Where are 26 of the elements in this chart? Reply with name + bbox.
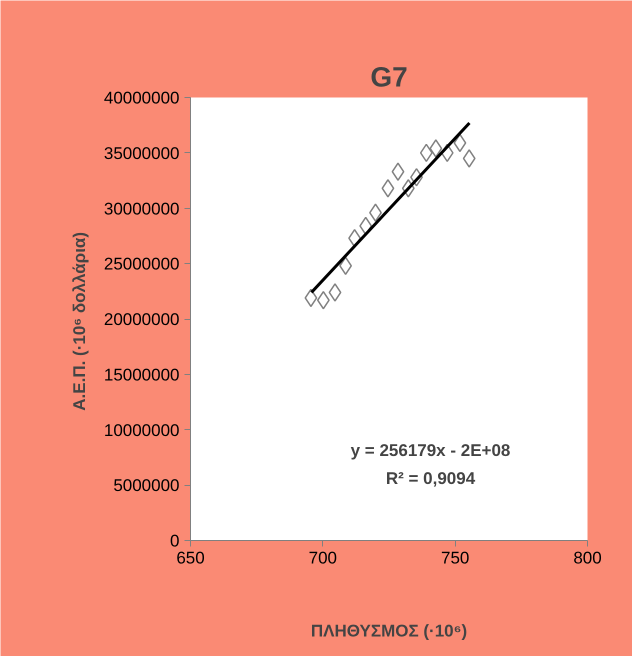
y-tick-label: 5000000 <box>113 476 180 496</box>
annotation: y = 256179x - 2E+08 <box>350 441 510 460</box>
point <box>462 149 476 168</box>
y-tick-label: 30000000 <box>104 199 180 218</box>
y-tick-label: 40000000 <box>104 88 180 108</box>
x-tick-label: 700 <box>308 548 338 568</box>
x-tick-label: 750 <box>440 548 470 568</box>
y-tick-label: 35000000 <box>104 144 180 163</box>
point <box>359 216 372 236</box>
point <box>429 139 442 158</box>
y-tick-label: 10000000 <box>104 420 180 440</box>
annotation: R² = 0,9094 <box>386 469 476 488</box>
y-tick-label: 20000000 <box>104 310 180 329</box>
x-tick-label: 800 <box>573 548 602 568</box>
point <box>402 179 415 198</box>
y-axis-title: Α.Ε.Π. (·10⁶ δολλάρια) <box>70 232 89 411</box>
x-tick-label: 650 <box>176 548 205 568</box>
y-tick-label: 15000000 <box>104 365 180 384</box>
point <box>316 290 330 310</box>
point <box>440 144 454 162</box>
point <box>420 144 433 162</box>
y-tick-label: 25000000 <box>104 254 180 274</box>
chart-title: G7 <box>370 62 408 92</box>
x-axis-title: ΠΛΗΘΥΣΜΟΣ (·10⁶) <box>310 622 468 640</box>
y-tick-label: 0 <box>170 532 180 550</box>
point <box>339 256 352 276</box>
